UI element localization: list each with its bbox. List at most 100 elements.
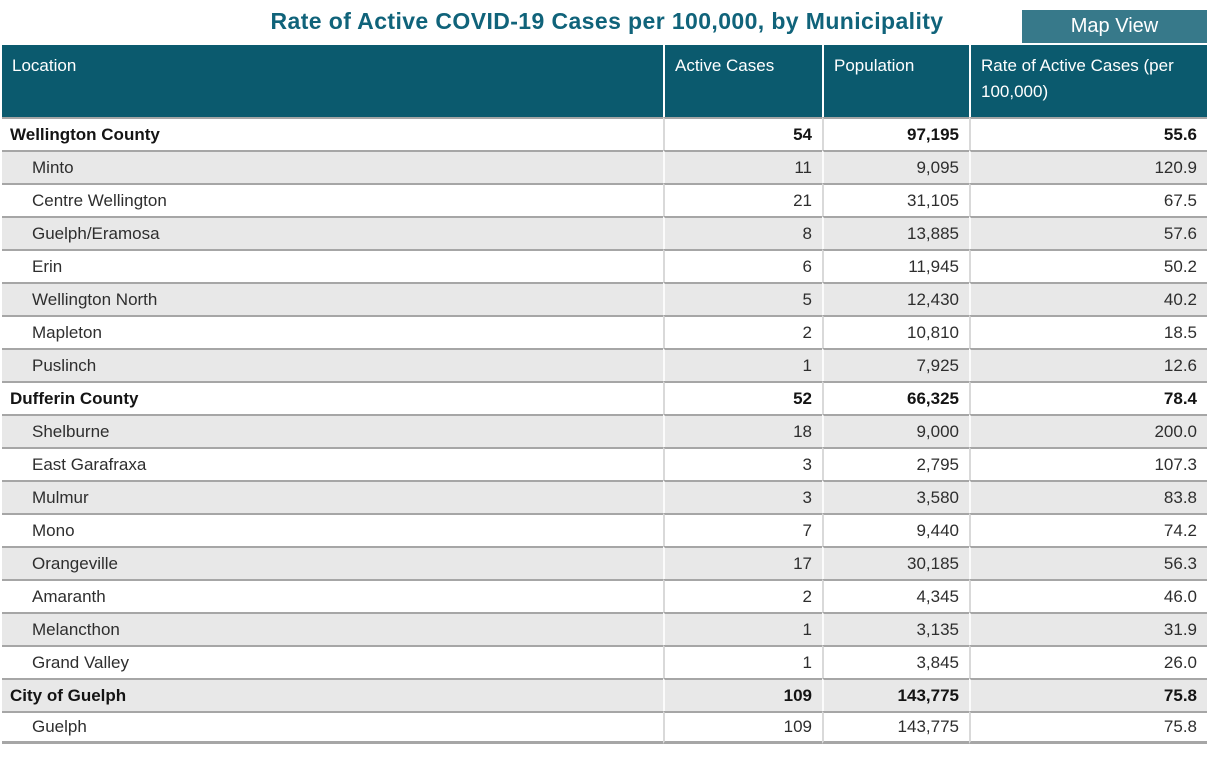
location-cell: Guelph/Eramosa <box>2 216 663 249</box>
active-cases-cell: 21 <box>663 183 822 216</box>
table-row: Minto 11 9,095 120.9 <box>2 150 1207 183</box>
page-title: Rate of Active COVID-19 Cases per 100,00… <box>270 8 944 34</box>
active-cases-cell: 8 <box>663 216 822 249</box>
population-cell: 11,945 <box>822 249 969 282</box>
population-cell: 9,000 <box>822 414 969 447</box>
population-cell: 30,185 <box>822 546 969 579</box>
rate-cell: 67.5 <box>969 183 1207 216</box>
table-row: Dufferin County 52 66,325 78.4 <box>2 381 1207 414</box>
population-cell: 3,845 <box>822 645 969 678</box>
location-cell: Puslinch <box>2 348 663 381</box>
population-cell: 2,795 <box>822 447 969 480</box>
rate-cell: 18.5 <box>969 315 1207 348</box>
location-cell: East Garafraxa <box>2 447 663 480</box>
active-cases-cell: 54 <box>663 117 822 150</box>
active-cases-cell: 11 <box>663 150 822 183</box>
population-cell: 143,775 <box>822 678 969 711</box>
active-cases-cell: 109 <box>663 678 822 711</box>
table-row: Amaranth 2 4,345 46.0 <box>2 579 1207 612</box>
location-cell: Shelburne <box>2 414 663 447</box>
location-cell: City of Guelph <box>2 678 663 711</box>
table-row: East Garafraxa 3 2,795 107.3 <box>2 447 1207 480</box>
location-cell: Minto <box>2 150 663 183</box>
active-cases-cell: 1 <box>663 645 822 678</box>
table-row: Orangeville 17 30,185 56.3 <box>2 546 1207 579</box>
table-row: Mapleton 2 10,810 18.5 <box>2 315 1207 348</box>
location-cell: Mulmur <box>2 480 663 513</box>
active-cases-cell: 1 <box>663 348 822 381</box>
table-row: Guelph 109 143,775 75.8 <box>2 711 1207 744</box>
location-cell: Grand Valley <box>2 645 663 678</box>
active-cases-cell: 18 <box>663 414 822 447</box>
location-cell: Amaranth <box>2 579 663 612</box>
rate-cell: 78.4 <box>969 381 1207 414</box>
rate-cell: 40.2 <box>969 282 1207 315</box>
title-bar: Rate of Active COVID-19 Cases per 100,00… <box>0 0 1214 45</box>
population-cell: 13,885 <box>822 216 969 249</box>
column-header-active-cases: Active Cases <box>663 45 822 117</box>
population-cell: 7,925 <box>822 348 969 381</box>
table-header-row: Location Active Cases Population Rate of… <box>2 45 1207 117</box>
rate-cell: 12.6 <box>969 348 1207 381</box>
table-row: City of Guelph 109 143,775 75.8 <box>2 678 1207 711</box>
rate-cell: 75.8 <box>969 711 1207 744</box>
active-cases-cell: 1 <box>663 612 822 645</box>
population-cell: 3,135 <box>822 612 969 645</box>
table-row: Erin 6 11,945 50.2 <box>2 249 1207 282</box>
population-cell: 10,810 <box>822 315 969 348</box>
rate-cell: 31.9 <box>969 612 1207 645</box>
location-cell: Melancthon <box>2 612 663 645</box>
population-cell: 9,440 <box>822 513 969 546</box>
location-cell: Centre Wellington <box>2 183 663 216</box>
population-cell: 9,095 <box>822 150 969 183</box>
population-cell: 97,195 <box>822 117 969 150</box>
column-header-population: Population <box>822 45 969 117</box>
population-cell: 4,345 <box>822 579 969 612</box>
table-row: Mulmur 3 3,580 83.8 <box>2 480 1207 513</box>
active-cases-cell: 2 <box>663 579 822 612</box>
population-cell: 66,325 <box>822 381 969 414</box>
location-cell: Wellington North <box>2 282 663 315</box>
active-cases-cell: 52 <box>663 381 822 414</box>
active-cases-cell: 3 <box>663 447 822 480</box>
location-cell: Guelph <box>2 711 663 744</box>
rate-cell: 74.2 <box>969 513 1207 546</box>
table-row: Centre Wellington 21 31,105 67.5 <box>2 183 1207 216</box>
rate-cell: 120.9 <box>969 150 1207 183</box>
rate-cell: 26.0 <box>969 645 1207 678</box>
table-row: Puslinch 1 7,925 12.6 <box>2 348 1207 381</box>
column-header-rate: Rate of Active Cases (per 100,000) <box>969 45 1207 117</box>
rate-cell: 46.0 <box>969 579 1207 612</box>
covid-rates-table: Location Active Cases Population Rate of… <box>2 45 1207 744</box>
rate-cell: 200.0 <box>969 414 1207 447</box>
map-view-button[interactable]: Map View <box>1022 10 1207 43</box>
table-row: Wellington North 5 12,430 40.2 <box>2 282 1207 315</box>
rate-cell: 57.6 <box>969 216 1207 249</box>
table-header: Location Active Cases Population Rate of… <box>2 45 1207 117</box>
column-header-location: Location <box>2 45 663 117</box>
active-cases-cell: 3 <box>663 480 822 513</box>
table-row: Grand Valley 1 3,845 26.0 <box>2 645 1207 678</box>
table-body: Wellington County 54 97,195 55.6 Minto 11 9,09… <box>2 117 1207 744</box>
population-cell: 143,775 <box>822 711 969 744</box>
table-row: Melancthon 1 3,135 31.9 <box>2 612 1207 645</box>
location-cell: Wellington County <box>2 117 663 150</box>
location-cell: Mapleton <box>2 315 663 348</box>
population-cell: 12,430 <box>822 282 969 315</box>
table-row: Shelburne 18 9,000 200.0 <box>2 414 1207 447</box>
population-cell: 31,105 <box>822 183 969 216</box>
rate-cell: 50.2 <box>969 249 1207 282</box>
rate-cell: 107.3 <box>969 447 1207 480</box>
rate-cell: 83.8 <box>969 480 1207 513</box>
location-cell: Mono <box>2 513 663 546</box>
location-cell: Dufferin County <box>2 381 663 414</box>
rate-cell: 75.8 <box>969 678 1207 711</box>
rate-cell: 55.6 <box>969 117 1207 150</box>
active-cases-cell: 17 <box>663 546 822 579</box>
active-cases-cell: 2 <box>663 315 822 348</box>
active-cases-cell: 109 <box>663 711 822 744</box>
table-row: Mono 7 9,440 74.2 <box>2 513 1207 546</box>
population-cell: 3,580 <box>822 480 969 513</box>
active-cases-cell: 5 <box>663 282 822 315</box>
